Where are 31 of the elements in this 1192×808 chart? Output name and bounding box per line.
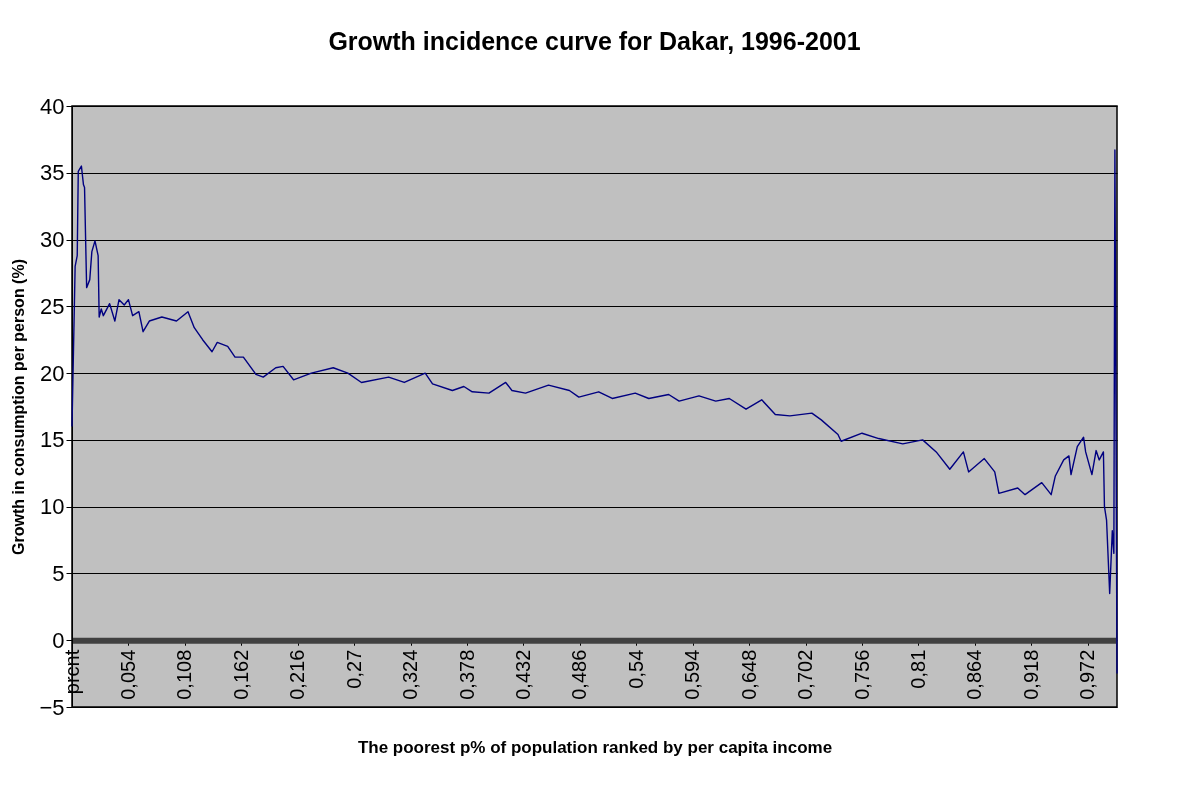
chart-title: Growth incidence curve for Dakar, 1996-2001 [328,27,861,55]
y-tick-label: 35 [40,160,65,186]
x-tick-label: 0,648 [737,649,760,700]
y-tick-label: 5 [52,560,65,586]
x-tick-label: 0,702 [794,649,817,700]
y-axis-title: Growth in consumption per person (%) [10,259,28,555]
x-tick-label: 0,918 [1019,649,1042,700]
x-tick-label: 0,324 [399,649,422,700]
x-tick-label: 0,486 [568,649,591,700]
y-tick-label: 0 [52,627,65,653]
x-tick-label: 0,162 [229,649,252,700]
y-tick-label: 40 [40,93,65,119]
y-tick-label: 30 [40,227,65,253]
y-tick-label: 25 [40,293,65,319]
x-tick-label: 0,216 [286,649,309,700]
x-tick-label: 0,378 [455,649,478,700]
y-tick-label: 20 [40,360,65,386]
x-tick-label: 0,972 [1076,649,1099,700]
x-tick-label: 0,108 [173,649,196,700]
y-tick-label: −5 [39,694,65,720]
x-tick-label: 0,864 [963,649,986,700]
x-tick-label: 0,054 [116,649,139,700]
x-tick-label: 0,756 [850,649,873,700]
x-axis-title: The poorest p% of population ranked by per capita income [357,737,833,757]
y-tick-label: 15 [40,427,65,453]
x-tick-label: 0,27 [342,649,365,689]
x-tick-label: 0,54 [624,649,647,689]
x-tick-label: 0,594 [681,649,704,700]
x-tick-label: 0,81 [906,649,929,689]
x-tick-label: 0,432 [511,649,534,700]
y-tick-label: 10 [40,494,65,520]
